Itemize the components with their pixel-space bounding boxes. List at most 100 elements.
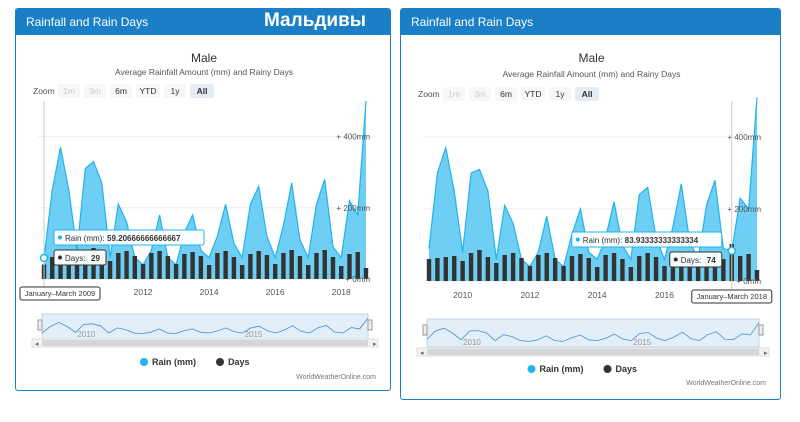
zoom-button-6m[interactable] xyxy=(495,87,517,101)
days-bar xyxy=(314,253,319,279)
tooltip-rain-dot xyxy=(575,237,580,242)
days-bar xyxy=(653,257,659,281)
days-bar xyxy=(157,251,162,279)
zoom-button-1m[interactable] xyxy=(443,87,465,101)
zoom-button-1y[interactable] xyxy=(549,87,571,101)
days-bar xyxy=(611,253,617,281)
days-bar xyxy=(289,250,294,279)
zoom-button-label: 3m xyxy=(89,86,101,96)
days-bar xyxy=(552,258,558,281)
zoom-button-label: All xyxy=(197,86,208,96)
legend-days-label[interactable]: Days xyxy=(616,364,638,374)
days-bar xyxy=(306,265,311,279)
days-bar xyxy=(339,266,344,279)
zoom-button-label: 1m xyxy=(448,89,460,99)
navigator-handle-left[interactable] xyxy=(37,319,43,331)
days-bar xyxy=(519,258,524,281)
days-bar xyxy=(124,251,129,279)
days-bar xyxy=(363,268,369,279)
days-bar xyxy=(239,265,245,279)
scroll-left-arrow-icon[interactable]: ◂ xyxy=(420,350,424,357)
scroll-right-arrow-icon[interactable]: ▸ xyxy=(373,341,377,348)
days-bar xyxy=(74,259,80,279)
navigator-series xyxy=(426,322,760,342)
days-bar xyxy=(527,266,533,281)
days-bar xyxy=(695,267,701,281)
chart-title: Male xyxy=(191,51,217,65)
chart-panel-left: Rainfall and Rain Days Male Average Rainf… xyxy=(15,8,391,391)
zoom-button-label: 3m xyxy=(474,89,486,99)
chart-svg: Male Average Rainfall Amount (mm) and Rai… xyxy=(19,51,379,381)
chart-title: Male xyxy=(578,51,604,65)
navigator-handle-right[interactable] xyxy=(367,319,373,331)
zoom-button-all[interactable] xyxy=(575,87,599,101)
chart-panel-right: Rainfall and Rain Days Male Average Rainf… xyxy=(400,8,781,400)
days-bar xyxy=(637,256,642,281)
zoom-button-3m[interactable] xyxy=(469,87,491,101)
tooltip-days-label: Days: xyxy=(681,256,701,265)
zoom-button-label: 6m xyxy=(500,89,512,99)
scrollbar-thumb[interactable] xyxy=(427,349,759,355)
days-bar xyxy=(256,251,261,279)
days-bar xyxy=(248,254,253,279)
days-bar xyxy=(595,267,600,281)
legend-rain-label[interactable]: Rain (mm) xyxy=(152,357,196,367)
overlay-country-title: Мальдивы xyxy=(264,10,367,31)
zoom-button-label: 1y xyxy=(171,86,181,96)
scroll-right-arrow-icon[interactable]: ▸ xyxy=(764,350,768,357)
panel-header: Rainfall and Rain Days xyxy=(401,9,780,35)
days-bar xyxy=(443,257,449,281)
tooltip-days-dot xyxy=(673,257,678,262)
days-bar xyxy=(468,253,474,281)
tooltip-rain-value: 59.20666666666667 xyxy=(107,234,181,243)
days-bar xyxy=(355,252,360,279)
tooltip-days-box xyxy=(53,249,107,266)
days-bar xyxy=(330,257,336,279)
zoom-button-ytd[interactable] xyxy=(521,87,545,101)
days-bar xyxy=(215,253,220,279)
legend-rain-label[interactable]: Rain (mm) xyxy=(540,364,584,374)
zoom-button-1y[interactable] xyxy=(164,84,186,98)
zoom-button-label: All xyxy=(582,89,593,99)
days-bar xyxy=(107,261,113,279)
navigator-handle-right[interactable] xyxy=(758,324,764,336)
days-bar xyxy=(494,263,499,281)
zoom-button-6m[interactable] xyxy=(110,84,132,98)
y-tick-label: + 200mm xyxy=(336,204,370,213)
chart-subtitle: Average Rainfall Amount (mm) and Rainy D… xyxy=(503,69,681,79)
navigator-window[interactable] xyxy=(426,318,760,348)
credit-link[interactable]: WorldWeatherOnline.com xyxy=(296,374,376,381)
days-bar xyxy=(510,253,516,281)
tooltip-rain-value: 83.93333333333334 xyxy=(625,236,699,245)
days-bar xyxy=(173,264,179,279)
zoom-button-1m[interactable] xyxy=(58,84,80,98)
days-bar xyxy=(223,251,228,279)
days-bar xyxy=(132,256,138,279)
legend-days-icon[interactable] xyxy=(216,358,224,366)
zoom-button-all[interactable] xyxy=(190,84,214,98)
navigator-window[interactable] xyxy=(41,313,369,340)
legend-rain-icon[interactable] xyxy=(140,358,148,366)
legend-rain-icon[interactable] xyxy=(527,365,536,373)
scrollbar-thumb[interactable] xyxy=(42,340,368,346)
zoom-button-3m[interactable] xyxy=(84,84,106,98)
days-bar xyxy=(687,258,692,281)
days-bar xyxy=(206,265,212,279)
navigator-handle-left[interactable] xyxy=(422,324,428,336)
zoom-button-label: 1m xyxy=(63,86,75,96)
x-tick-label: 2016 xyxy=(655,290,674,300)
days-bar xyxy=(149,253,154,279)
x-tick-label: 2018 xyxy=(332,287,351,297)
tooltip-days-label: Days: xyxy=(65,254,85,263)
zoom-button-label: 6m xyxy=(115,86,127,96)
days-bar xyxy=(645,253,650,281)
tooltip-days-box xyxy=(669,251,723,268)
days-bar xyxy=(603,255,608,281)
scroll-left-arrow-icon[interactable]: ◂ xyxy=(35,341,39,348)
zoom-button-ytd[interactable] xyxy=(136,84,160,98)
tooltip-date-box xyxy=(19,286,101,301)
credit-link[interactable]: WorldWeatherOnline.com xyxy=(686,380,766,387)
legend-days-icon[interactable] xyxy=(603,365,612,373)
x-tick-label: 2012 xyxy=(134,287,153,297)
legend-days-label[interactable]: Days xyxy=(228,357,250,367)
